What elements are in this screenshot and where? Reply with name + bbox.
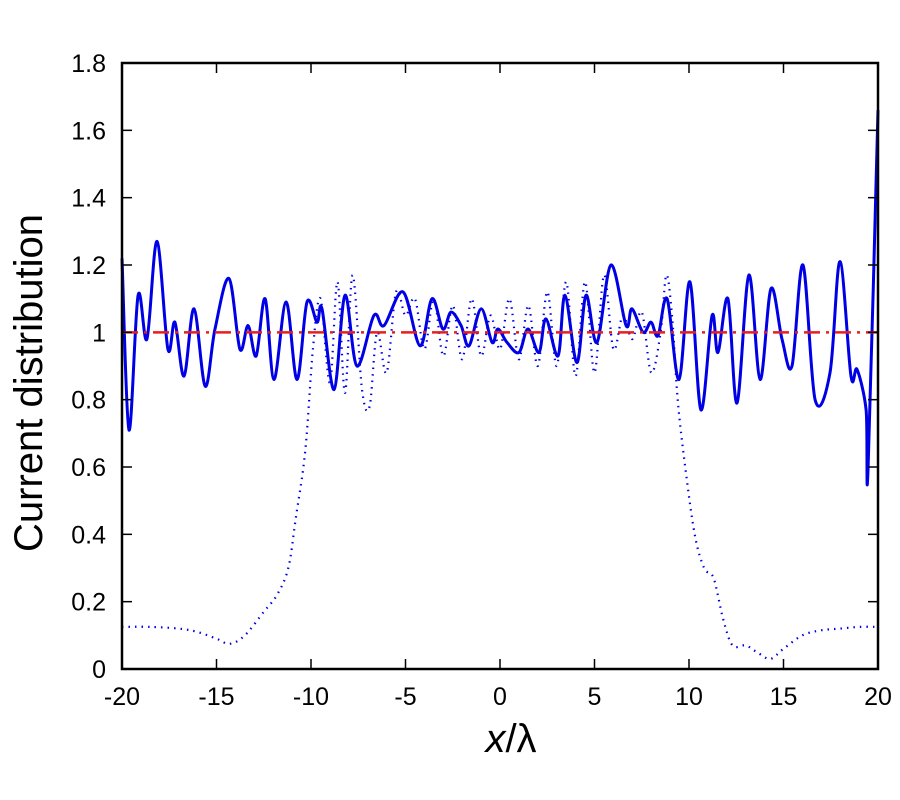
y-tick-label: 1.4 — [71, 185, 106, 213]
y-tick-label: 1.6 — [71, 117, 106, 145]
y-tick-label: 0.2 — [71, 589, 106, 617]
x-tick-label: -10 — [293, 683, 329, 711]
plot-frame — [120, 61, 880, 671]
y-tick-label: 1.8 — [71, 50, 106, 78]
series-layer — [120, 110, 880, 661]
x-tick-label: 10 — [675, 683, 703, 711]
x-tick-label: 0 — [493, 683, 507, 711]
x-axis-label-rest: /λ — [505, 717, 536, 761]
y-tick-label: 0.6 — [71, 454, 106, 482]
x-axis-label-variable: x — [483, 717, 507, 761]
y-tick-label: 0.4 — [71, 521, 106, 549]
y-tick-label: 0.8 — [71, 387, 106, 415]
x-tick-label: -5 — [394, 683, 416, 711]
series-solid-line — [120, 110, 880, 487]
ticks-layer: -20 -15 -10 -5 0 5 10 15 20 0 0.2 0.4 0.6 0.8 1 1.2 1.4 1… — [71, 50, 892, 711]
x-tick-label: -20 — [104, 683, 140, 711]
x-tick-label: 20 — [864, 683, 892, 711]
y-axis-label: Current distribution — [7, 214, 51, 552]
y-tick-label: 1.2 — [71, 252, 106, 280]
y-tick-label: 0 — [92, 656, 106, 684]
x-axis-label: x/λ — [483, 717, 536, 761]
x-tick-label: -15 — [198, 683, 234, 711]
y-tick-label: 1 — [92, 319, 106, 347]
x-tick-label: 15 — [770, 683, 798, 711]
x-tick-label: 5 — [588, 683, 602, 711]
